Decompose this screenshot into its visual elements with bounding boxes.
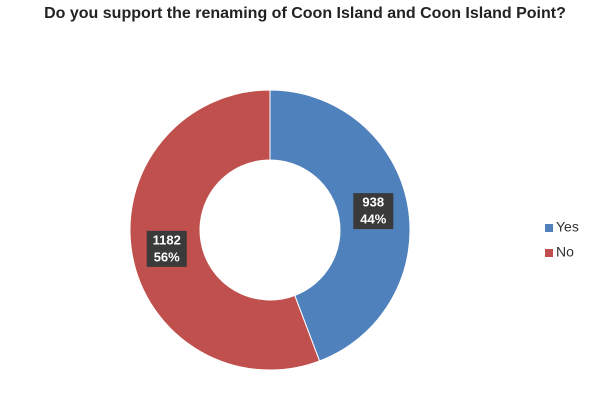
data-label-value: 938 xyxy=(362,195,384,210)
title-box: Do you support the renaming of Coon Isla… xyxy=(44,5,566,22)
data-label-percent: 44% xyxy=(360,212,386,227)
legend-label: No xyxy=(556,244,574,260)
data-label-percent: 56% xyxy=(154,249,180,264)
data-label-box xyxy=(146,230,187,267)
legend-swatch xyxy=(545,249,553,257)
donut-slice xyxy=(269,89,411,362)
data-label-value: 1182 xyxy=(153,232,181,247)
donut-slice xyxy=(129,89,321,371)
chart-title: Do you support the renaming of Coon Isla… xyxy=(44,5,566,22)
legend-label: Yes xyxy=(556,219,579,235)
data-label-box xyxy=(353,193,394,230)
legend-swatch xyxy=(545,224,553,232)
